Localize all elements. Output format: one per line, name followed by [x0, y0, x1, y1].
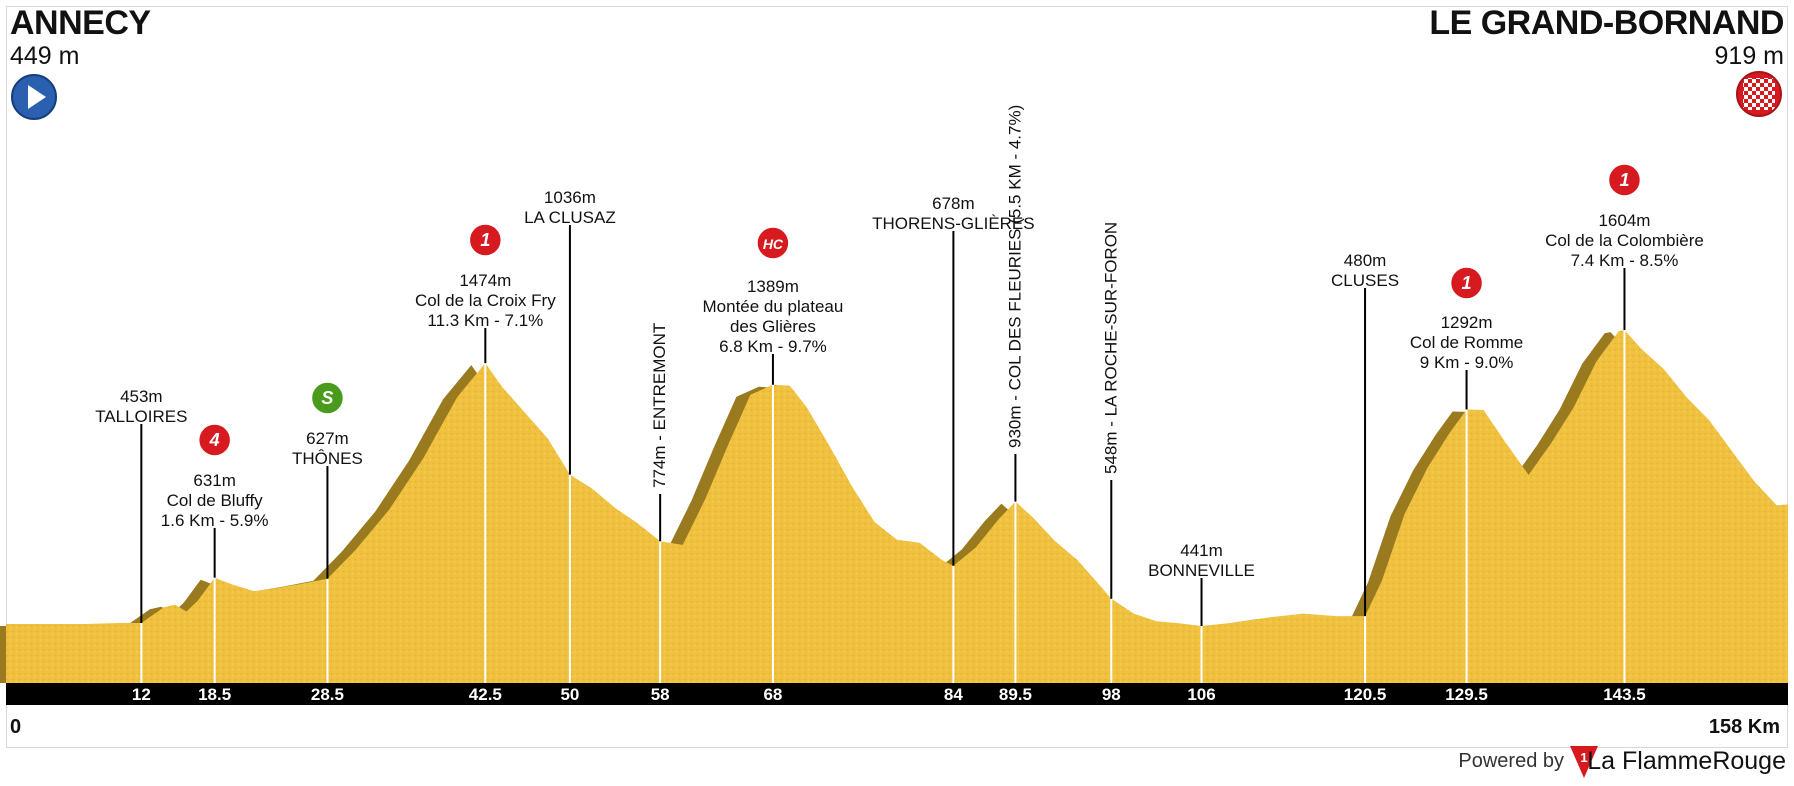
marker-label-line: 1.6 Km - 5.9%	[161, 511, 269, 530]
distance-tick-label: 106	[1187, 685, 1215, 704]
climb-category-badge-icon	[197, 423, 232, 457]
marker-label-line: THÔNES	[292, 449, 363, 468]
distance-tick-label: 42.5	[469, 685, 502, 704]
distance-tick-label: 50	[560, 685, 579, 704]
checkered-flag-icon	[1736, 71, 1782, 117]
distance-tick-label: 120.5	[1344, 685, 1387, 704]
marker-label-line: 441m	[1180, 541, 1223, 560]
climb-category-badge-label: 4	[209, 430, 220, 450]
distance-tick-label: 98	[1102, 685, 1121, 704]
marker-label-line: 1389m	[747, 277, 799, 296]
marker-label-line: 6.8 Km - 9.7%	[719, 337, 827, 356]
marker-label-line: BONNEVILLE	[1148, 561, 1255, 580]
marker-label-line: 1036m	[544, 188, 596, 207]
climb-category-badge-icon	[1607, 163, 1642, 197]
distance-tick-label: 12	[132, 685, 151, 704]
distance-start-label: 0	[10, 716, 22, 738]
climb-category-badge-icon	[310, 381, 345, 415]
start-altitude: 449 m	[10, 42, 80, 70]
marker-label-line: TALLOIRES	[95, 407, 187, 426]
marker-label-line: Montée du plateau	[703, 297, 844, 316]
climb-category-badge-label: 1	[480, 230, 490, 250]
flamme-rouge-logo-icon: 1	[1570, 746, 1598, 778]
distance-tick-label: 18.5	[198, 685, 231, 704]
marker-label-line: 678m	[932, 194, 975, 213]
marker-label-line: 1292m	[1441, 313, 1493, 332]
finish-town-name: LE GRAND-BORNAND	[1429, 4, 1784, 42]
marker-label-line: 480m	[1344, 251, 1387, 270]
marker-label-line: 631m	[193, 471, 236, 490]
climb-category-badge-icon	[1449, 266, 1484, 300]
marker-label-line: 1474m	[459, 271, 511, 290]
play-icon	[11, 74, 57, 120]
marker-label-line: Col de la Colombière	[1545, 231, 1704, 250]
powered-by-label: Powered by	[1458, 750, 1564, 772]
distance-tick-label: 129.5	[1445, 685, 1488, 704]
distance-tick-label: 68	[763, 685, 782, 704]
distance-bar	[6, 683, 1788, 705]
marker-label-line: CLUSES	[1331, 271, 1399, 290]
distance-tick-label: 28.5	[311, 685, 344, 704]
svg-text:1: 1	[1580, 750, 1587, 765]
distance-tick-label: 89.5	[999, 685, 1032, 704]
marker-label-line: LA CLUSAZ	[524, 208, 616, 227]
marker-label-line: 7.4 Km - 8.5%	[1571, 251, 1679, 270]
profile-frame	[6, 6, 1788, 748]
climb-category-badge-icon	[756, 226, 790, 260]
vertical-marker-label: 774m - ENTREMONT	[650, 323, 669, 488]
climb-category-badge-label: HC	[763, 236, 784, 252]
marker-label-line: THORENS-GLIÈRES	[872, 214, 1034, 233]
marker-label-line: des Glières	[730, 317, 816, 336]
start-town-name: ANNECY	[10, 4, 151, 42]
finish-altitude: 919 m	[1714, 42, 1784, 70]
distance-tick-label: 84	[944, 685, 963, 704]
climb-category-badge-icon	[468, 223, 503, 257]
marker-label-line: 627m	[306, 429, 349, 448]
climb-category-badge-label: S	[321, 388, 333, 408]
marker-label-line: Col de la Croix Fry	[415, 291, 556, 310]
distance-tick-label: 143.5	[1603, 685, 1646, 704]
marker-label-line: 9 Km - 9.0%	[1420, 353, 1514, 372]
marker-label-line: 453m	[120, 387, 163, 406]
vertical-marker-label: 548m - LA ROCHE-SUR-FORON	[1101, 222, 1120, 474]
marker-label-line: 11.3 Km - 7.1%	[427, 311, 543, 330]
marker-label-line: Col de Romme	[1410, 333, 1523, 352]
climb-category-badge-label: 1	[1619, 170, 1629, 190]
distance-end-label: 158 Km	[1708, 716, 1780, 738]
profile-area	[6, 330, 1788, 683]
marker-label-line: 1604m	[1598, 211, 1650, 230]
distance-tick-label: 58	[651, 685, 670, 704]
brand-name: La FlammeRouge	[1587, 747, 1786, 775]
vertical-marker-label: 930m - COL DES FLEURIES (5.5 KM - 4.7%)	[1005, 105, 1024, 448]
climb-category-badge-label: 1	[1462, 273, 1472, 293]
marker-label-line: Col de Bluffy	[167, 491, 264, 510]
